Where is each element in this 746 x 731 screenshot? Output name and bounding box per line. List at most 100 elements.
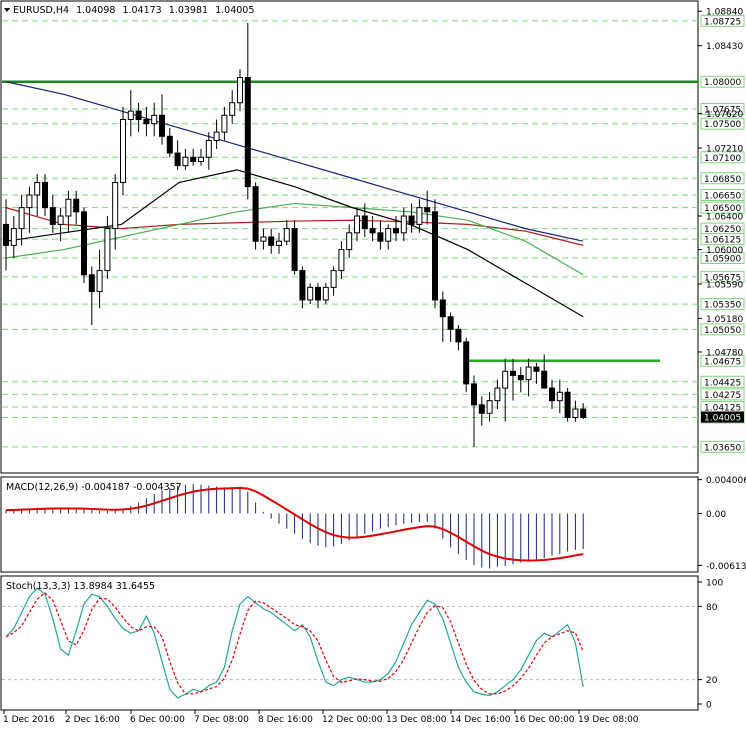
candle-body (159, 114, 165, 137)
open-value: 1.04098 (76, 5, 115, 16)
level-label: 1.04675 (700, 354, 745, 367)
candle-body (120, 119, 126, 183)
candle-body (229, 102, 236, 116)
candle-body (447, 316, 454, 330)
price-tick-label: 1.08430 (706, 42, 743, 52)
candles (3, 22, 587, 447)
price-tick-label: 1.05180 (706, 315, 743, 325)
candle-body (34, 181, 41, 196)
candle-body (104, 228, 111, 272)
candle-body (478, 404, 485, 414)
candle-body (400, 215, 407, 234)
level-label-text: 1.06500 (704, 204, 741, 214)
candle-body (18, 207, 25, 230)
candle-body (354, 215, 360, 234)
level-label-text: 1.04125 (704, 403, 741, 413)
level-label-text: 1.04275 (704, 391, 741, 401)
stoch-tick-label: 20 (706, 676, 718, 686)
level-label: 1.06650 (700, 189, 745, 202)
level-label: 1.05900 (700, 251, 745, 264)
candle-body (65, 198, 72, 217)
candle-body (455, 328, 462, 343)
level-label-box (700, 117, 745, 130)
candle-body (424, 207, 431, 213)
candle-body (244, 77, 251, 188)
time-tick-label: 14 Dec 16:00 (450, 715, 511, 725)
level-label: 1.07675 (700, 103, 745, 116)
candle-body (439, 299, 446, 318)
candle-body (166, 135, 173, 154)
stoch-tick-label: 80 (706, 603, 718, 613)
level-label-text: 1.08000 (704, 78, 741, 88)
level-label-text: 1.05675 (704, 273, 741, 283)
level-label: 1.05675 (700, 270, 745, 283)
price-tick-label: 1.06400 (706, 213, 743, 223)
candle-body (213, 131, 220, 141)
candle-body (135, 110, 142, 120)
level-label: 1.08725 (700, 14, 745, 27)
level-label-box (700, 151, 745, 164)
candle-body (112, 181, 119, 230)
level-label: 1.05350 (700, 298, 745, 311)
price-tick-label: 1.08840 (706, 8, 743, 18)
candle-body (57, 215, 64, 225)
candle-body (533, 366, 540, 372)
candle-body (338, 249, 345, 272)
level-label-box (700, 375, 745, 388)
candle-body (291, 228, 298, 272)
level-label-box (700, 388, 745, 401)
level-label: 1.08000 (700, 75, 745, 88)
time-tick-label: 7 Dec 08:00 (194, 715, 249, 725)
candle-body (315, 286, 321, 301)
macd-signal-line (5, 486, 584, 562)
level-label-box (700, 14, 745, 27)
level-label: 1.04425 (700, 375, 745, 388)
level-label-box (700, 323, 745, 336)
price-chart-title: EURUSD,H4 1.04098 1.04173 1.03981 1.0400… (13, 5, 254, 16)
level-label: 1.07100 (700, 151, 745, 164)
macd-title: MACD(12,26,9) -0.004187 -0.004357 (6, 482, 182, 493)
level-label-text: 1.06125 (704, 236, 741, 246)
time-tick-label: 19 Dec 08:00 (578, 715, 639, 725)
candle-body (517, 374, 524, 381)
candle-body (408, 215, 415, 225)
candle-body (88, 274, 95, 293)
candle-body (143, 119, 150, 125)
time-tick-label: 12 Dec 00:00 (322, 715, 383, 725)
price-tick-label: 1.04780 (706, 348, 743, 358)
level-label-text: 1.04675 (704, 357, 741, 367)
candle-body (127, 110, 134, 120)
current-price-label: 1.04005 (704, 414, 741, 424)
stoch-title: Stoch(13,3,3) 13.8984 31.6455 (6, 581, 155, 592)
candle-body (494, 387, 501, 402)
time-tick-label: 1 Dec 2016 (3, 715, 55, 725)
stochastic-indicator: 100 80 20 0 (2, 579, 723, 711)
symbol-dropdown-icon[interactable] (4, 8, 10, 12)
candle-body (486, 400, 493, 414)
candle-body (502, 370, 509, 389)
level-label-box (700, 103, 745, 116)
candle-body (556, 391, 563, 402)
moving-average-line (5, 202, 584, 276)
level-label-box (700, 201, 745, 214)
candle-body (393, 228, 399, 234)
candle-body (564, 391, 571, 418)
time-tick-label: 6 Dec 00:00 (130, 715, 185, 725)
level-label-text: 1.07500 (704, 120, 741, 130)
candle-body (525, 366, 532, 381)
level-label-text: 1.05900 (704, 254, 741, 264)
stoch-tick-label: 0 (706, 701, 712, 711)
candle-body (10, 228, 17, 246)
level-label-text: 1.05050 (704, 326, 741, 336)
candle-body (26, 194, 33, 209)
macd-tick-label: 0.004006 (706, 476, 746, 486)
candle-body (268, 236, 275, 246)
level-label-text: 1.04425 (704, 378, 741, 388)
level-label-box (700, 270, 745, 283)
moving-average-line (5, 169, 584, 318)
candle-body (221, 114, 228, 133)
candle-body (182, 156, 189, 167)
macd-indicator: 0.004006 0.00 -0.006137 (5, 476, 746, 572)
candle-body (471, 383, 477, 406)
level-label-text: 1.08725 (704, 17, 741, 27)
